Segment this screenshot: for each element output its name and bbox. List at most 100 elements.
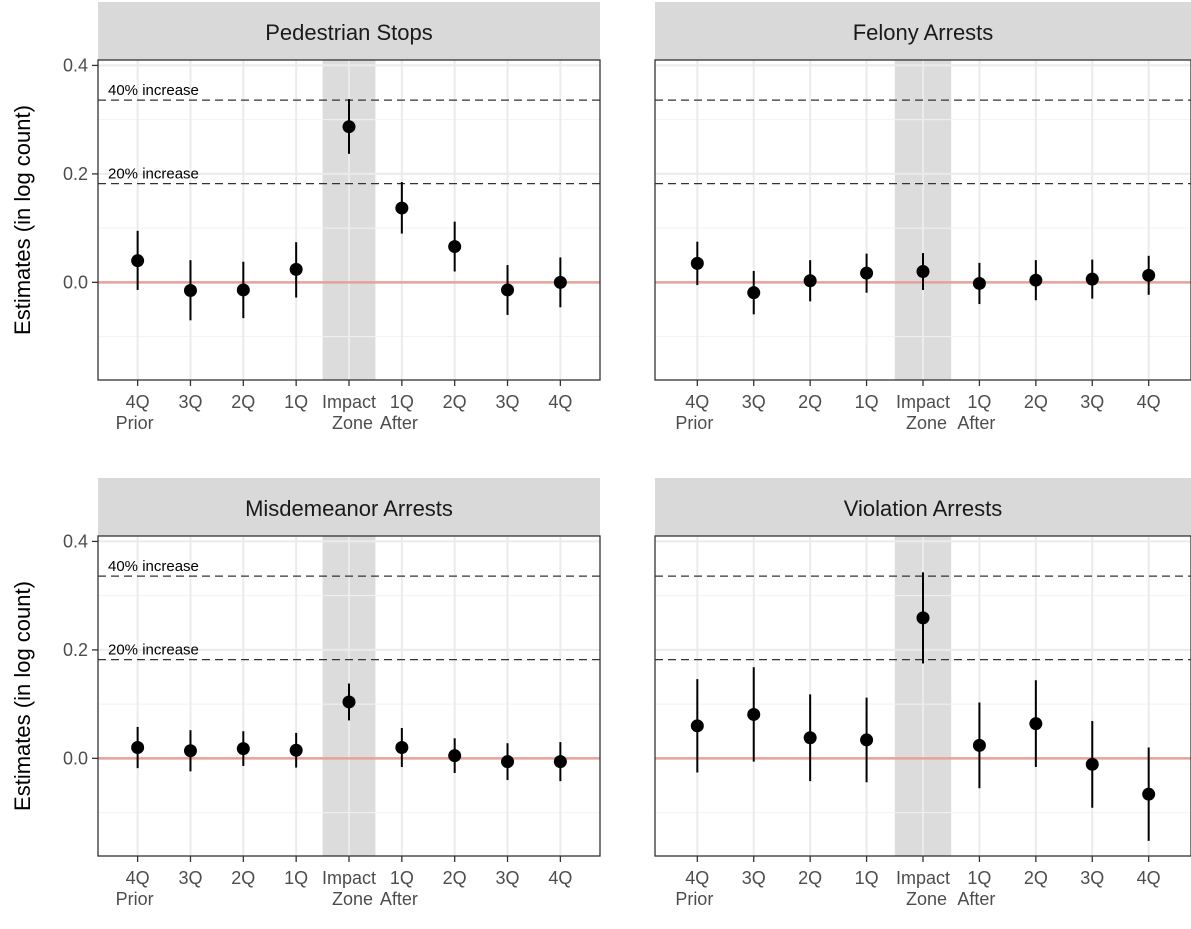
x-tick-label-line2: Zone	[332, 413, 373, 433]
estimate-point-7	[1085, 757, 1099, 771]
estimate-point-6	[448, 240, 462, 254]
estimate-point-0	[690, 719, 704, 733]
x-tick-label-line2: Prior	[675, 413, 713, 433]
estimate-point-2	[803, 731, 817, 745]
x-tick-label: 4Q	[548, 392, 572, 412]
estimate-point-4	[342, 120, 356, 134]
x-tick-label: 3Q	[742, 392, 766, 412]
x-tick-label: 1Q	[390, 392, 414, 412]
x-tick-label-line2: After	[957, 889, 995, 909]
estimate-point-1	[183, 744, 197, 758]
x-tick-label: 2Q	[798, 392, 822, 412]
panel-title: Felony Arrests	[853, 20, 994, 45]
x-tick-label-line2: After	[957, 413, 995, 433]
x-tick-label: 3Q	[1080, 392, 1104, 412]
x-tick-label: 2Q	[231, 392, 255, 412]
estimate-point-5	[395, 201, 409, 215]
estimate-point-3	[860, 733, 874, 747]
estimate-point-1	[747, 286, 761, 300]
x-tick-label: 1Q	[855, 868, 879, 888]
x-tick-label: 4Q	[685, 868, 709, 888]
y-tick-label: 0.2	[63, 640, 88, 660]
reference-label-0: 40% increase	[108, 558, 199, 575]
estimate-point-2	[236, 283, 250, 297]
estimate-point-8	[553, 275, 567, 289]
x-tick-label-line2: Prior	[675, 889, 713, 909]
x-tick-label: 1Q	[390, 868, 414, 888]
estimate-point-3	[289, 743, 303, 757]
x-tick-label: 3Q	[496, 868, 520, 888]
x-tick-label: 2Q	[443, 392, 467, 412]
estimate-point-6	[448, 749, 462, 763]
x-tick-label-line2: Zone	[332, 889, 373, 909]
x-tick-label-line2: Zone	[906, 889, 947, 909]
x-tick-label: 1Q	[967, 392, 991, 412]
x-tick-label-line2: After	[380, 413, 418, 433]
x-tick-label: 1Q	[967, 868, 991, 888]
estimate-point-8	[553, 755, 567, 769]
panel-title: Pedestrian Stops	[265, 20, 433, 45]
reference-label-0: 40% increase	[108, 82, 199, 99]
estimate-point-1	[747, 707, 761, 721]
estimate-point-5	[972, 276, 986, 290]
y-tick-label: 0.2	[63, 164, 88, 184]
x-tick-label: 3Q	[178, 392, 202, 412]
x-tick-label-line2: After	[380, 889, 418, 909]
estimate-point-8	[1142, 268, 1156, 282]
x-tick-label: 4Q	[126, 868, 150, 888]
x-tick-label: 2Q	[1024, 392, 1048, 412]
x-tick-label-line2: Zone	[906, 413, 947, 433]
x-tick-label: Impact	[896, 868, 950, 888]
x-tick-label-line2: Prior	[116, 889, 154, 909]
x-tick-label: 3Q	[178, 868, 202, 888]
panel-strip	[655, 2, 1191, 60]
panel-title: Violation Arrests	[844, 496, 1003, 521]
x-tick-label: Impact	[322, 868, 376, 888]
estimate-point-0	[131, 254, 145, 268]
y-tick-label: 0.4	[63, 55, 88, 75]
y-tick-label: 0.4	[63, 531, 88, 551]
x-tick-label: 3Q	[742, 868, 766, 888]
panel-0: Pedestrian Stops 40% increase 20% increase…	[10, 2, 601, 433]
panel-strip	[98, 478, 600, 536]
estimate-point-6	[1029, 717, 1043, 731]
y-axis-title: Estimates (in log count)	[10, 581, 35, 811]
estimate-point-7	[1085, 272, 1099, 286]
x-tick-label: 1Q	[855, 392, 879, 412]
estimate-point-7	[501, 283, 515, 297]
estimate-point-8	[1142, 787, 1156, 801]
x-tick-label: 4Q	[126, 392, 150, 412]
estimate-point-5	[972, 738, 986, 752]
x-tick-label: 3Q	[496, 392, 520, 412]
x-tick-label: 3Q	[1080, 868, 1104, 888]
estimate-point-7	[501, 755, 515, 769]
panel-strip	[98, 2, 600, 60]
x-tick-label: 4Q	[548, 868, 572, 888]
estimate-point-4	[342, 695, 356, 709]
y-tick-label: 0.0	[63, 748, 88, 768]
y-tick-label: 0.0	[63, 272, 88, 292]
x-tick-label-line2: Prior	[116, 413, 154, 433]
estimate-point-1	[183, 284, 197, 298]
panel-title: Misdemeanor Arrests	[245, 496, 453, 521]
estimate-point-2	[236, 742, 250, 756]
x-tick-label: 1Q	[284, 868, 308, 888]
reference-label-1: 20% increase	[108, 642, 199, 659]
reference-label-1: 20% increase	[108, 166, 199, 183]
x-tick-label: 4Q	[685, 392, 709, 412]
panel-2: Misdemeanor Arrests 40% increase 20% incre…	[10, 478, 601, 909]
x-tick-label: 2Q	[231, 868, 255, 888]
estimate-point-6	[1029, 273, 1043, 287]
y-axis-title: Estimates (in log count)	[10, 105, 35, 335]
x-tick-label: 2Q	[443, 868, 467, 888]
estimate-point-4	[916, 611, 930, 625]
estimate-point-3	[860, 266, 874, 280]
estimate-point-5	[395, 741, 409, 755]
x-tick-label: 2Q	[798, 868, 822, 888]
x-tick-label: 2Q	[1024, 868, 1048, 888]
panel-strip	[655, 478, 1191, 536]
